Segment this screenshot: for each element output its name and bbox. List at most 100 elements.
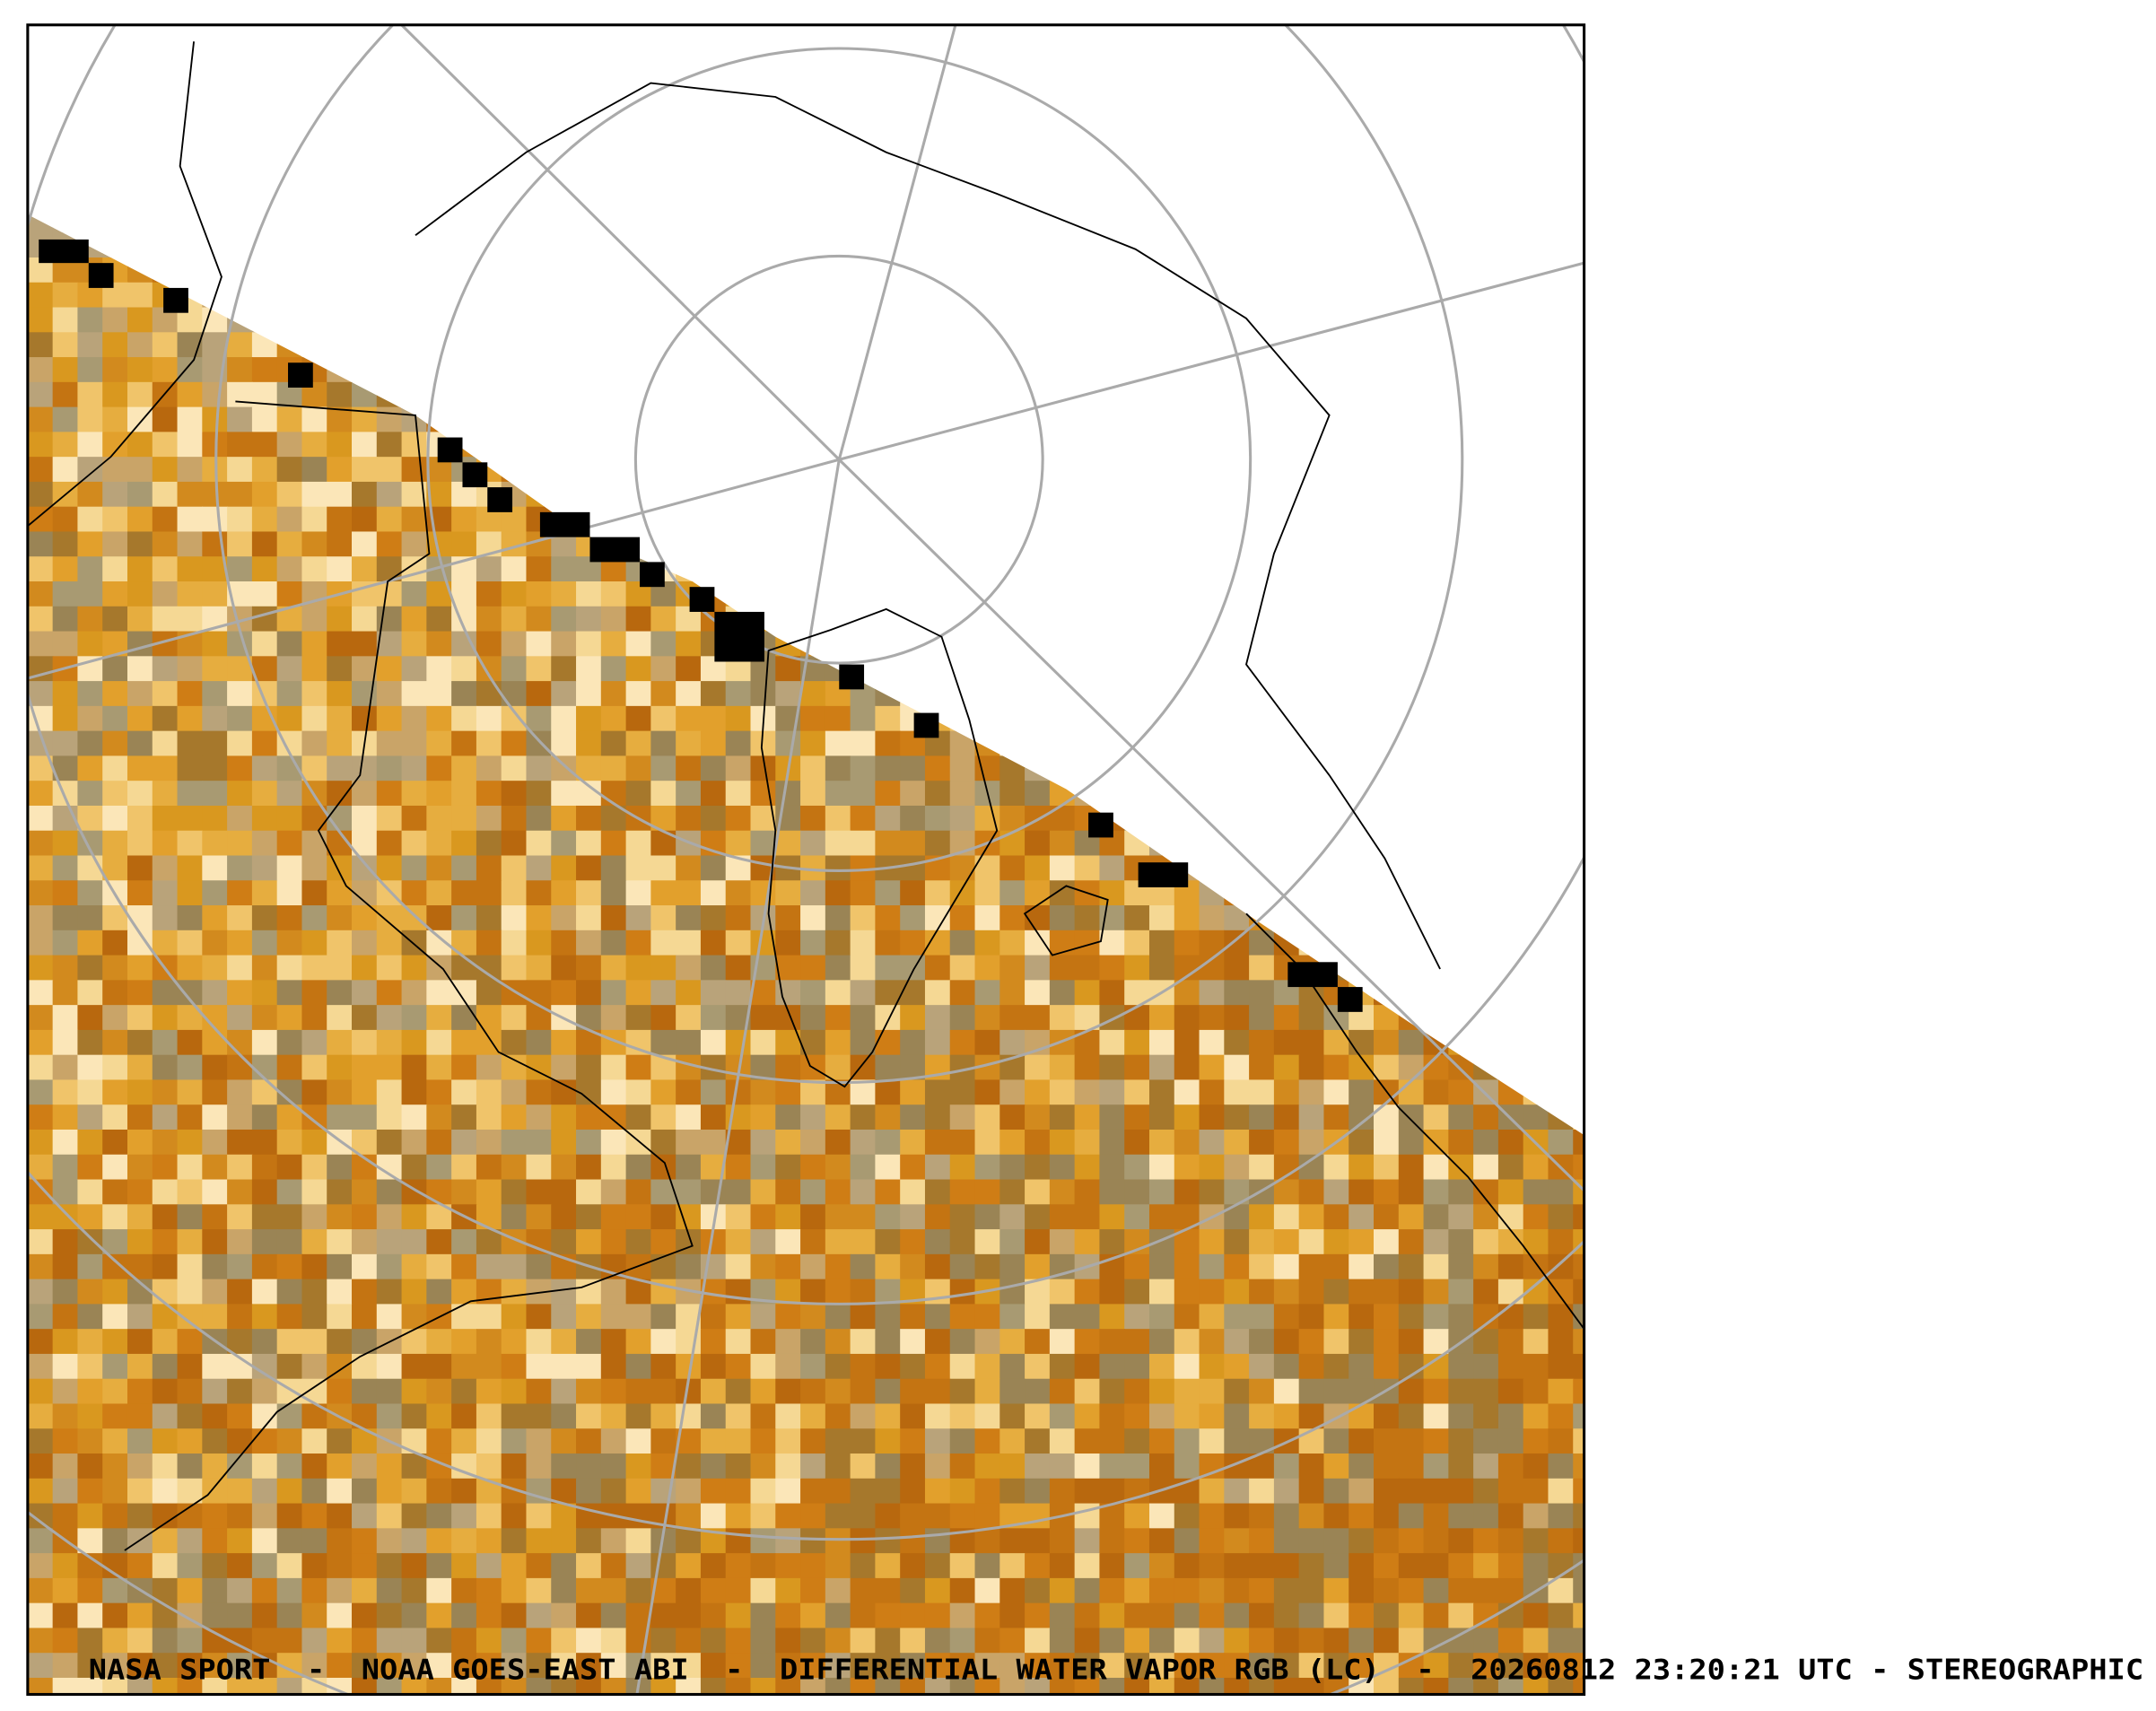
imagery-pixel — [1273, 1403, 1300, 1430]
imagery-pixel — [327, 1054, 353, 1081]
imagery-pixel — [750, 1304, 777, 1330]
imagery-pixel — [251, 1229, 278, 1255]
imagery-pixel — [1049, 1428, 1076, 1454]
imagery-pixel — [1548, 1528, 1575, 1554]
imagery-pixel — [875, 1577, 901, 1604]
imagery-pixel — [775, 1553, 801, 1579]
imagery-pixel — [177, 1204, 204, 1230]
imagery-pixel — [352, 805, 378, 832]
imagery-pixel — [227, 381, 253, 408]
imagery-pixel — [77, 1602, 103, 1629]
imagery-pixel — [1074, 1403, 1101, 1430]
imagery-pixel — [426, 1528, 452, 1554]
imagery-pixel — [1249, 930, 1275, 956]
imagery-pixel — [775, 681, 801, 707]
imagery-pixel — [1099, 1054, 1125, 1081]
imagery-pixel — [1099, 1403, 1125, 1430]
imagery-pixel — [1199, 1304, 1226, 1330]
imagery-pixel — [401, 1653, 428, 1679]
imagery-pixel — [551, 1478, 577, 1505]
imagery-pixel — [1025, 880, 1051, 906]
imagery-pixel — [676, 1005, 702, 1031]
imagery-pixel — [650, 1403, 676, 1430]
imagery-pixel — [251, 755, 278, 781]
imagery-pixel — [650, 705, 676, 732]
imagery-pixel — [1074, 1204, 1101, 1230]
imagery-pixel — [1124, 1577, 1150, 1604]
imagery-pixel — [875, 1378, 901, 1405]
imagery-pixel — [526, 1677, 553, 1695]
imagery-pixel — [924, 1179, 951, 1206]
imagery-pixel — [576, 1628, 602, 1654]
imagery-pixel — [1099, 955, 1125, 982]
imagery-pixel — [875, 1503, 901, 1530]
imagery-pixel — [1423, 1478, 1450, 1505]
imagery-pixel — [1423, 1503, 1450, 1530]
imagery-pixel — [251, 930, 278, 956]
imagery-pixel — [1074, 1329, 1101, 1355]
imagery-pixel — [924, 1403, 951, 1430]
imagery-pixel — [1473, 1677, 1499, 1695]
imagery-pixel — [850, 1154, 877, 1181]
imagery-pixel — [1148, 1304, 1175, 1330]
imagery-pixel — [551, 581, 577, 607]
imagery-pixel — [551, 1653, 577, 1679]
imagery-pixel — [127, 1229, 153, 1255]
imagery-pixel — [875, 1677, 901, 1695]
imagery-pixel — [1124, 955, 1150, 982]
imagery-pixel — [227, 1229, 253, 1255]
imagery-pixel — [576, 1403, 602, 1430]
imagery-pixel — [576, 805, 602, 832]
imagery-pixel — [526, 705, 553, 732]
imagery-pixel — [376, 805, 403, 832]
imagery-pixel — [127, 307, 153, 334]
imagery-pixel — [426, 1054, 452, 1081]
imagery-pixel — [202, 930, 228, 956]
imagery-pixel — [1025, 1602, 1051, 1629]
imagery-pixel — [276, 1503, 303, 1530]
imagery-pixel — [301, 1129, 328, 1156]
imagery-pixel — [1273, 1129, 1300, 1156]
imagery-pixel — [1349, 1179, 1375, 1206]
imagery-pixel — [1174, 1577, 1200, 1604]
imagery-pixel — [376, 531, 403, 558]
imagery-pixel — [376, 1528, 403, 1554]
imagery-pixel — [625, 880, 652, 906]
imagery-pixel — [177, 1054, 204, 1081]
imagery-pixel — [1448, 1179, 1474, 1206]
imagery-pixel — [1548, 1253, 1575, 1280]
imagery-pixel — [301, 1453, 328, 1480]
imagery-pixel — [900, 1428, 926, 1454]
imagery-pixel — [526, 1129, 553, 1156]
imagery-pixel — [202, 1304, 228, 1330]
imagery-pixel — [251, 1104, 278, 1130]
imagery-pixel — [276, 506, 303, 533]
imagery-pixel — [127, 1428, 153, 1454]
imagery-pixel — [1448, 1304, 1474, 1330]
imagery-pixel — [251, 457, 278, 483]
imagery-pixel — [127, 1478, 153, 1505]
imagery-pixel — [625, 1528, 652, 1554]
imagery-pixel — [600, 930, 627, 956]
imagery-pixel — [77, 457, 103, 483]
imagery-pixel — [600, 1677, 627, 1695]
imagery-pixel — [974, 905, 1001, 931]
imagery-pixel — [202, 681, 228, 707]
imagery-pixel — [1298, 1602, 1325, 1629]
imagery-pixel — [352, 1204, 378, 1230]
imagery-pixel — [52, 1129, 79, 1156]
imagery-pixel — [52, 781, 79, 807]
imagery-pixel — [1548, 1279, 1575, 1305]
imagery-pixel — [327, 1005, 353, 1031]
imagery-pixel — [1273, 1577, 1300, 1604]
imagery-pixel — [1273, 1204, 1300, 1230]
imagery-pixel — [327, 1503, 353, 1530]
imagery-pixel — [924, 1104, 951, 1130]
imagery-pixel — [1398, 1279, 1425, 1305]
imagery-pixel — [576, 730, 602, 757]
imagery-pixel — [526, 656, 553, 682]
imagery-pixel — [775, 1403, 801, 1430]
imagery-pixel — [1099, 1079, 1125, 1105]
imagery-pixel — [999, 1129, 1026, 1156]
imagery-pixel — [1174, 1528, 1200, 1554]
